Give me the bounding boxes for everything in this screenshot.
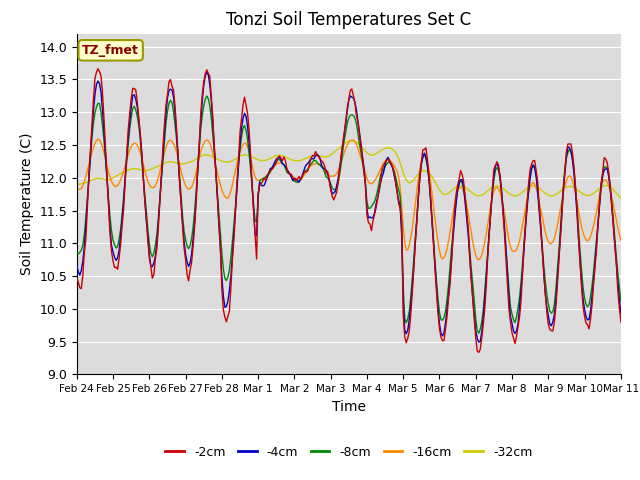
Text: TZ_fmet: TZ_fmet [82, 44, 139, 57]
Title: Tonzi Soil Temperatures Set C: Tonzi Soil Temperatures Set C [226, 11, 472, 29]
Y-axis label: Soil Temperature (C): Soil Temperature (C) [20, 133, 34, 275]
X-axis label: Time: Time [332, 400, 366, 414]
Legend: -2cm, -4cm, -8cm, -16cm, -32cm: -2cm, -4cm, -8cm, -16cm, -32cm [160, 441, 538, 464]
